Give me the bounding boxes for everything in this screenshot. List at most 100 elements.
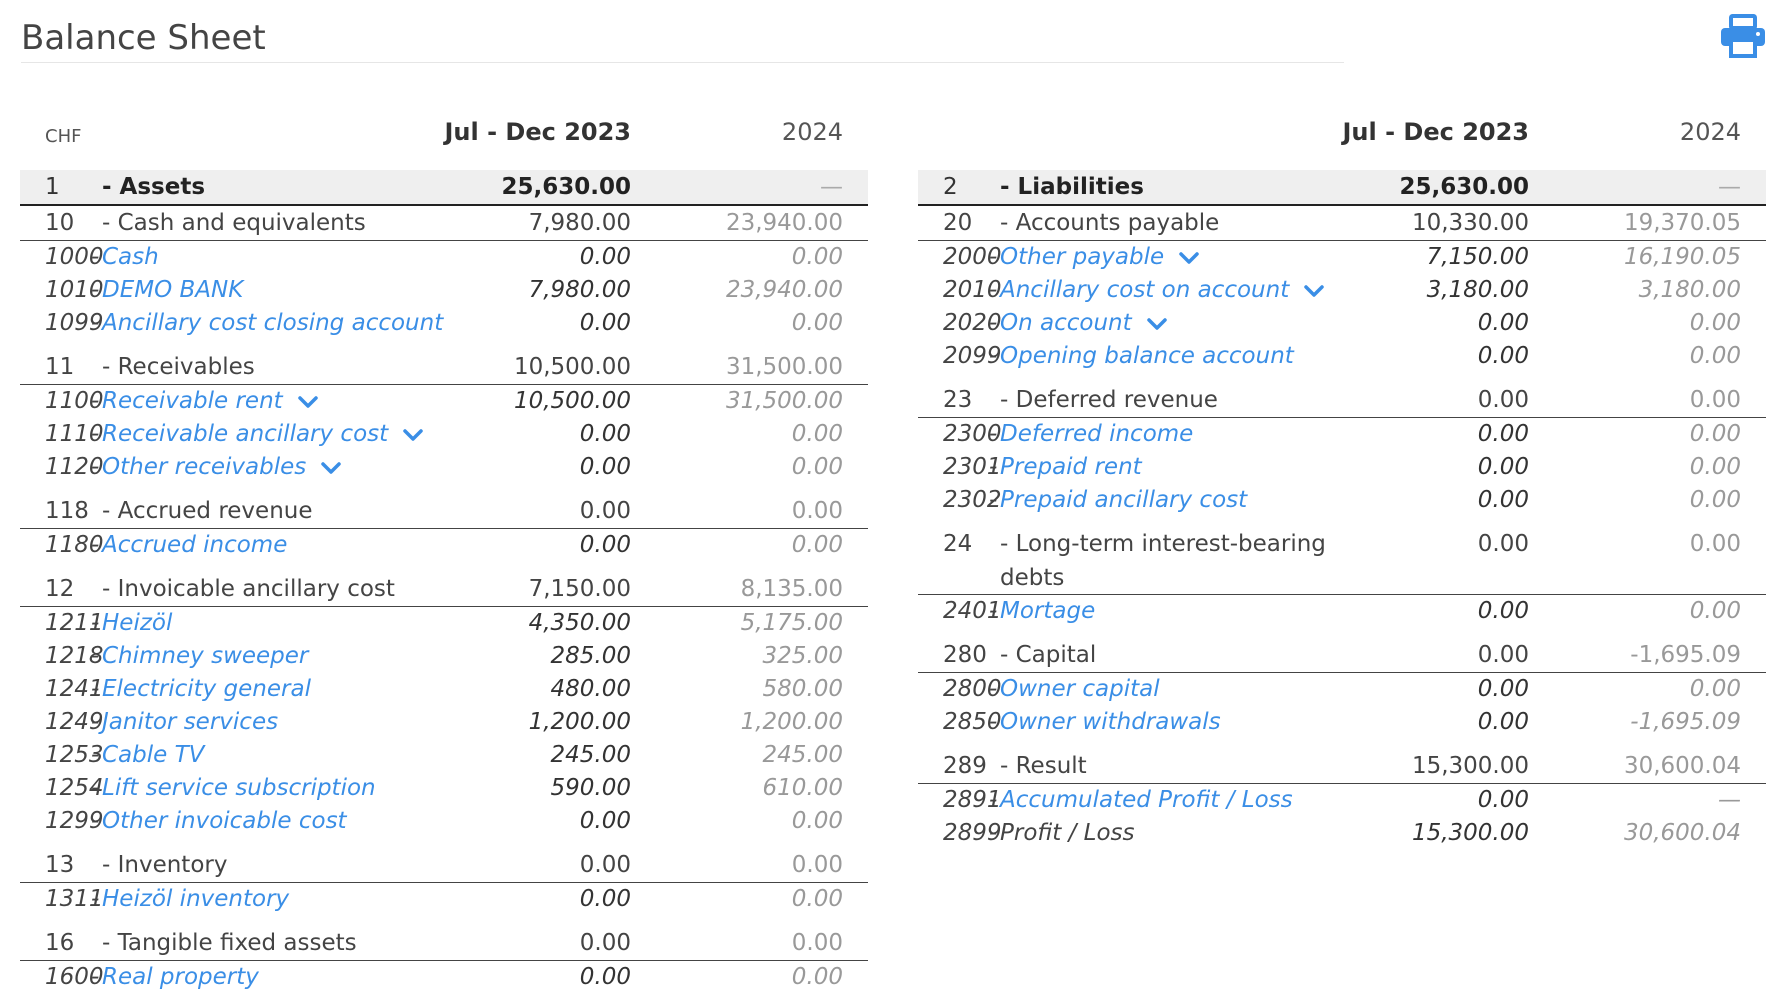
account-code: 1100 — [45, 388, 104, 414]
account-row: 1100- Receivable rent 10,500.00 31,500.00 — [20, 385, 868, 418]
account-row: 1000- Cash 0.00 0.00 — [20, 241, 868, 274]
account-code: 2850 — [943, 709, 1002, 735]
value-next: 5,175.00 — [740, 610, 843, 636]
value-next: -1,695.09 — [1630, 709, 1741, 735]
account-name-link[interactable]: Real property — [102, 964, 259, 990]
account-name-link[interactable]: Mortage — [1000, 598, 1096, 624]
period-header-current[interactable]: Jul - Dec 2023 — [444, 118, 632, 146]
value-current: 10,330.00 — [1411, 210, 1529, 236]
printer-icon — [1721, 14, 1765, 58]
value-current: 0.00 — [1477, 310, 1529, 336]
account-code: 2302 — [943, 487, 1002, 513]
account-code: 2301 — [943, 454, 1002, 480]
value-next: 31,500.00 — [725, 388, 843, 414]
account-name-link[interactable]: Owner withdrawals — [1000, 709, 1221, 735]
expand-toggle[interactable] — [297, 394, 319, 410]
account-name-link[interactable]: Heizöl inventory — [102, 886, 290, 912]
value-current: 0.00 — [579, 930, 631, 956]
account-code: 289 — [943, 753, 987, 779]
account-link: Receivable rent — [102, 385, 319, 418]
account-code: 1249 — [45, 709, 104, 735]
account-name-link[interactable]: Prepaid ancillary cost — [1000, 487, 1248, 513]
value-current: 0.00 — [1477, 709, 1529, 735]
period-header-next[interactable]: 2024 — [1679, 118, 1741, 146]
value-current: 0.00 — [1477, 387, 1529, 413]
account-name-link[interactable]: Accumulated Profit / Loss — [1000, 787, 1293, 813]
value-next: 23,940.00 — [725, 277, 843, 303]
account-code: 1180 — [45, 532, 104, 558]
value-current: 0.00 — [1477, 531, 1529, 557]
account-name-link[interactable]: Prepaid rent — [1000, 454, 1142, 480]
value-next: 0.00 — [1689, 421, 1741, 447]
value-current: 0.00 — [579, 421, 631, 447]
account-name-link[interactable]: On account — [1000, 310, 1132, 336]
value-next: 0.00 — [791, 498, 843, 524]
account-name-link[interactable]: Janitor services — [102, 709, 279, 735]
account-name: - Inventory — [102, 852, 228, 878]
account-name-link[interactable]: Other invoicable cost — [102, 808, 347, 834]
account-name-link[interactable]: Other receivables — [102, 454, 307, 480]
account-link: Prepaid rent — [1000, 451, 1142, 484]
account-link: On account — [1000, 307, 1168, 340]
account-name-link[interactable]: Owner capital — [1000, 676, 1160, 702]
print-button[interactable] — [1719, 14, 1767, 58]
account-code: 1099 — [45, 310, 104, 336]
chevron-down-icon — [1179, 251, 1199, 264]
value-next: 0.00 — [791, 244, 843, 270]
section-row: 118 - Accrued revenue 0.00 0.00 — [20, 494, 868, 529]
expand-toggle[interactable] — [402, 427, 424, 443]
section-row: 23 - Deferred revenue 0.00 0.00 — [918, 383, 1766, 418]
account-code: 2800 — [943, 676, 1002, 702]
account-name-link[interactable]: Electricity general — [102, 676, 311, 702]
separator-dash: - — [989, 454, 998, 480]
account-name-link[interactable]: DEMO BANK — [102, 277, 244, 303]
account-link: Other receivables — [102, 451, 342, 484]
account-code: 1254 — [45, 775, 104, 801]
account-name-link[interactable]: Deferred income — [1000, 421, 1194, 447]
account-name-link[interactable]: Receivable ancillary cost — [102, 421, 389, 447]
period-header-next[interactable]: 2024 — [781, 118, 843, 146]
account-name-link[interactable]: Cable TV — [102, 742, 205, 768]
value-next: 23,940.00 — [725, 210, 843, 236]
value-current: 0.00 — [1477, 421, 1529, 447]
value-next: — — [1718, 174, 1741, 200]
account-row: 1254- Lift service subscription 590.00 610.… — [20, 772, 868, 805]
account-link: Cable TV — [102, 739, 204, 772]
account-name: - Liabilities — [1000, 174, 1144, 200]
account-row: 1010- DEMO BANK 7,980.00 23,940.00 — [20, 274, 868, 307]
separator-dash: - — [91, 742, 100, 768]
expand-toggle[interactable] — [320, 460, 342, 476]
group-row: 1 - Assets 25,630.00 — — [20, 170, 868, 206]
account-link: Profit / Loss — [1000, 817, 1135, 850]
value-next: 325.00 — [762, 643, 843, 669]
period-header-current[interactable]: Jul - Dec 2023 — [1342, 118, 1530, 146]
value-next: — — [820, 174, 843, 200]
account-name: - Assets — [102, 174, 206, 200]
account-name-link[interactable]: Ancillary cost closing account — [102, 310, 444, 336]
account-name-link[interactable]: Receivable rent — [102, 388, 283, 414]
account-name-link[interactable]: Other payable — [1000, 244, 1165, 270]
account-row: 2302- Prepaid ancillary cost 0.00 0.00 — [918, 484, 1766, 517]
account-link: Ancillary cost on account — [1000, 274, 1325, 307]
account-code: 1 — [45, 174, 60, 200]
expand-toggle[interactable] — [1146, 316, 1168, 332]
section-row: 280 - Capital 0.00 -1,695.09 — [918, 638, 1766, 673]
account-name-link[interactable]: Chimney sweeper — [102, 643, 309, 669]
account-code: 2300 — [943, 421, 1002, 447]
account-code: 2401 — [943, 598, 1002, 624]
expand-toggle[interactable] — [1303, 283, 1325, 299]
account-name-link[interactable]: Accrued income — [102, 532, 288, 558]
account-row: 2000- Other payable 7,150.00 16,190.05 — [918, 241, 1766, 274]
account-name-link[interactable]: Heizöl — [102, 610, 173, 636]
group-row: 2 - Liabilities 25,630.00 — — [918, 170, 1766, 206]
value-current: 10,500.00 — [513, 388, 631, 414]
account-row: 1180- Accrued income 0.00 0.00 — [20, 529, 868, 562]
account-code: 2891 — [943, 787, 1002, 813]
account-name-link[interactable]: Lift service subscription — [102, 775, 376, 801]
value-next: 19,370.05 — [1623, 210, 1741, 236]
account-link: Heizöl — [102, 607, 172, 640]
expand-toggle[interactable] — [1178, 250, 1200, 266]
account-name-link[interactable]: Cash — [102, 244, 159, 270]
account-name-link[interactable]: Opening balance account — [1000, 343, 1294, 369]
account-name-link[interactable]: Ancillary cost on account — [1000, 277, 1290, 303]
